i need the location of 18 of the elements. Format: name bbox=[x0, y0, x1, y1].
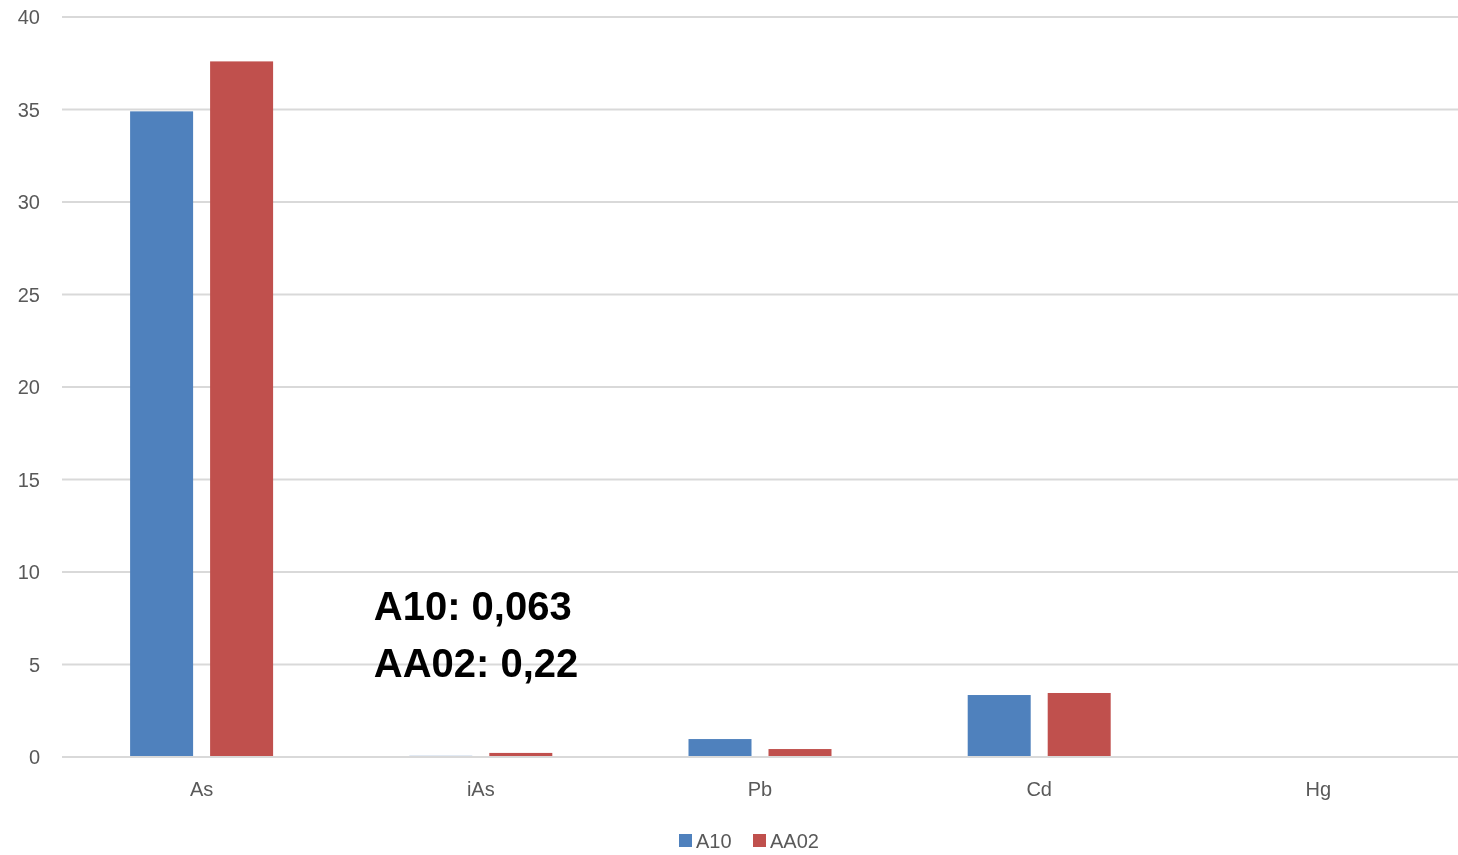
y-tick-label: 0 bbox=[28, 746, 40, 768]
annotation: AA02: 0,22 bbox=[373, 641, 579, 685]
x-tick-label: Cd bbox=[1026, 778, 1052, 800]
legend-label: AA02 bbox=[770, 830, 819, 852]
y-tick-label: 20 bbox=[17, 376, 40, 398]
y-tick-label: 40 bbox=[17, 6, 40, 28]
legend-label: A10 bbox=[696, 830, 732, 852]
x-tick-label: Hg bbox=[1305, 778, 1332, 800]
annotation: A10: 0,063 bbox=[373, 584, 572, 628]
x-tick-label: iAs bbox=[466, 778, 495, 800]
y-tick-label: 5 bbox=[28, 653, 40, 676]
y-tick-label: 15 bbox=[17, 468, 40, 491]
y-tick-label: 30 bbox=[17, 191, 40, 213]
y-tick-label: 35 bbox=[17, 98, 40, 121]
y-tick-label: 10 bbox=[17, 561, 40, 583]
x-tick-label: As bbox=[189, 778, 214, 800]
x-tick-label: Pb bbox=[747, 778, 773, 800]
y-tick-label: 25 bbox=[17, 283, 40, 306]
